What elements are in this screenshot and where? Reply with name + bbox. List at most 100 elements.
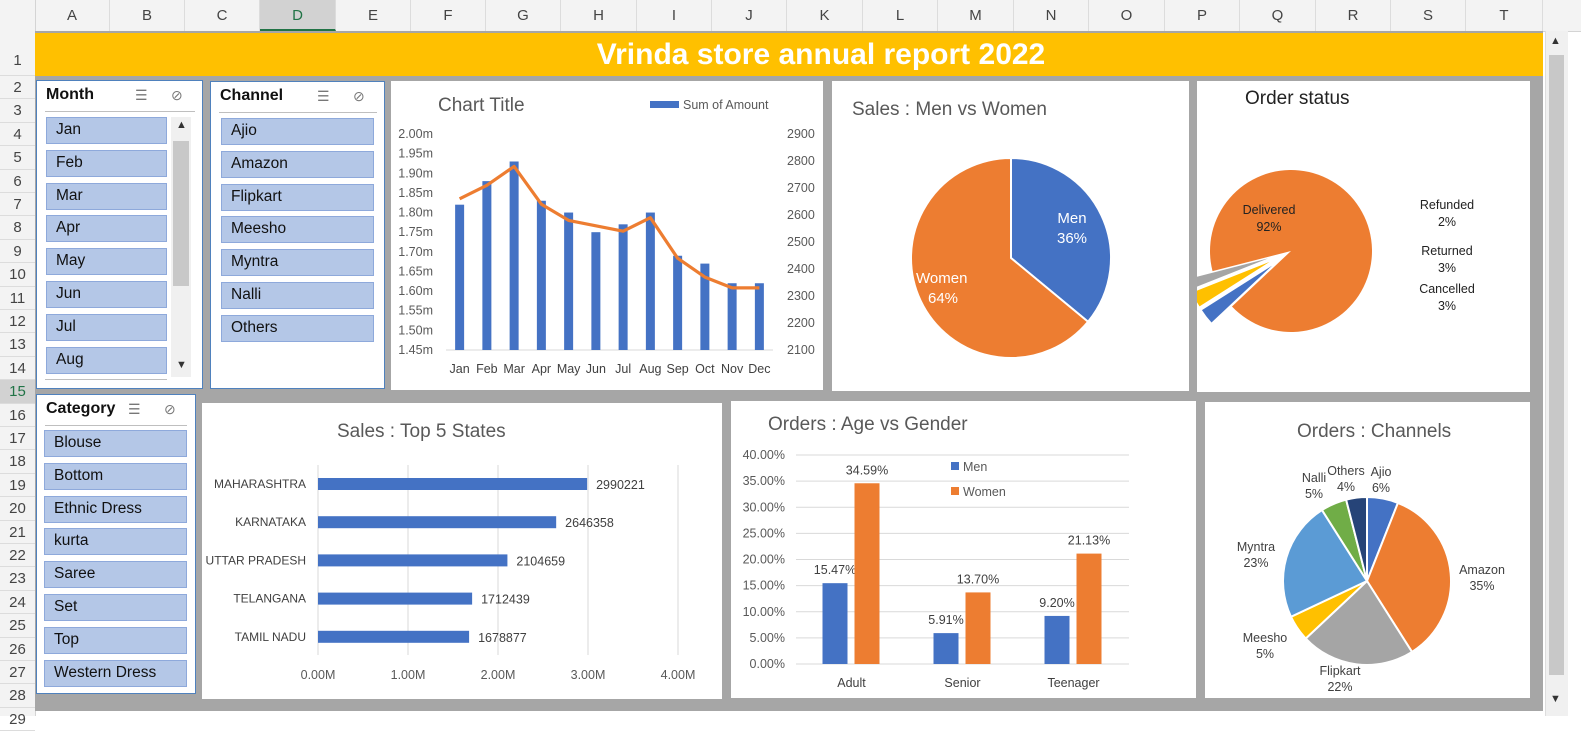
column-header-Q[interactable]: Q [1240, 0, 1316, 31]
clear-filter-icon[interactable]: ⊘ [164, 401, 176, 417]
month-slicer-item[interactable]: Jul [46, 313, 167, 341]
month-slicer-item[interactable]: Jan [46, 117, 167, 144]
row-header-22[interactable]: 22 [0, 544, 35, 568]
column-header-C[interactable]: C [185, 0, 260, 31]
category-slicer-item[interactable]: Set [44, 594, 187, 621]
row-header-26[interactable]: 26 [0, 638, 35, 661]
column-header-N[interactable]: N [1014, 0, 1089, 31]
column-header-T[interactable]: T [1466, 0, 1543, 31]
column-header-P[interactable]: P [1165, 0, 1240, 31]
column-header-H[interactable]: H [561, 0, 637, 31]
row-header-27[interactable]: 27 [0, 661, 35, 685]
row-header-19[interactable]: 19 [0, 474, 35, 498]
data-label: 13.70% [957, 572, 999, 586]
month-slicer-item[interactable]: Jun [46, 281, 167, 308]
row-header-29[interactable]: 29 [0, 708, 35, 731]
row-header-18[interactable]: 18 [0, 450, 35, 474]
channel-slicer-item[interactable]: Amazon [221, 150, 374, 178]
row-header-21[interactable]: 21 [0, 521, 35, 544]
column-header-J[interactable]: J [712, 0, 787, 31]
category-slicer-item[interactable]: kurta [44, 528, 187, 556]
category-slicer-item[interactable]: Ethnic Dress [44, 495, 187, 523]
category-slicer-item[interactable]: Top [44, 626, 187, 654]
category-slicer-item[interactable]: Blouse [44, 430, 187, 457]
month-slicer[interactable]: Month ☰ ⊘ Jan Feb Mar Apr May Jun Jul Aug ▲ ▼ [36, 80, 203, 389]
row-header-9[interactable]: 9 [0, 240, 35, 264]
row-header-7[interactable]: 7 [0, 193, 35, 217]
channel-slicer-item[interactable]: Myntra [221, 249, 374, 277]
row-header-25[interactable]: 25 [0, 614, 35, 638]
channels-chart[interactable]: Orders : Channels Ajio 6% Amazon 35% Flipkar… [1205, 402, 1530, 698]
chevron-down-icon[interactable]: ▼ [176, 359, 187, 371]
channel-slicer-item[interactable]: Nalli [221, 282, 374, 309]
category-slicer-item[interactable]: Bottom [44, 462, 187, 490]
row-header-1[interactable]: 1 [0, 31, 35, 76]
row-header-14[interactable]: 14 [0, 357, 35, 381]
data-label: 15.47% [814, 563, 856, 577]
column-header-L[interactable]: L [863, 0, 938, 31]
slicer-scroll-thumb[interactable] [173, 141, 189, 286]
category-slicer-item[interactable]: Western Dress [44, 659, 187, 687]
channel-slicer-item[interactable]: Meesho [221, 216, 374, 244]
row-header-10[interactable]: 10 [0, 263, 35, 287]
row-header-4[interactable]: 4 [0, 123, 35, 147]
row-header-8[interactable]: 8 [0, 216, 35, 240]
column-header-F[interactable]: F [411, 0, 486, 31]
channel-slicer-item[interactable]: Others [221, 314, 374, 342]
monthly-sales-chart[interactable]: Chart Title 2.00m 1.95m 1.90m 1.85m 1.80m 1.7… [391, 81, 823, 390]
row-header-11[interactable]: 11 [0, 287, 35, 310]
column-header-S[interactable]: S [1391, 0, 1466, 31]
row-header-20[interactable]: 20 [0, 497, 35, 521]
month-slicer-item[interactable]: May [46, 248, 167, 276]
column-header-B[interactable]: B [110, 0, 185, 31]
row-header-6[interactable]: 6 [0, 170, 35, 193]
column-header-G[interactable]: G [486, 0, 561, 31]
month-slicer-item[interactable]: Apr [46, 215, 167, 243]
row-header-17[interactable]: 17 [0, 427, 35, 451]
category-slicer[interactable]: Category ☰ ⊘ Blouse Bottom Ethnic Dress kur… [36, 394, 196, 694]
column-header-K[interactable]: K [787, 0, 863, 31]
top-states-chart[interactable]: Sales : Top 5 States 0.00M 1.00M 2.00M 3.00… [202, 403, 722, 699]
row-header-28[interactable]: 28 [0, 684, 35, 708]
row-header-3[interactable]: 3 [0, 99, 35, 123]
legend-swatch [951, 462, 959, 470]
row-header-5[interactable]: 5 [0, 146, 35, 170]
multi-select-icon[interactable]: ☰ [317, 88, 330, 104]
column-header-M[interactable]: M [938, 0, 1014, 31]
column-header-O[interactable]: O [1089, 0, 1165, 31]
row-header-2[interactable]: 2 [0, 76, 35, 100]
column-header-I[interactable]: I [637, 0, 712, 31]
row-header-12[interactable]: 12 [0, 310, 35, 334]
column-header-E[interactable]: E [336, 0, 411, 31]
row-header-16[interactable]: 16 [0, 404, 35, 427]
channel-slicer-item[interactable]: Flipkart [221, 183, 374, 211]
slicer-scrollbar[interactable]: ▲ ▼ [171, 117, 191, 377]
chevron-up-icon[interactable]: ▲ [176, 119, 187, 131]
column-header-A[interactable]: A [35, 0, 110, 31]
scroll-thumb[interactable] [1549, 55, 1564, 675]
channel-slicer-item[interactable]: Ajio [221, 118, 374, 145]
category-slicer-item[interactable]: Saree [44, 561, 187, 589]
row-header-24[interactable]: 24 [0, 591, 35, 615]
multi-select-icon[interactable]: ☰ [135, 87, 148, 103]
column-header-D[interactable]: D [260, 0, 336, 31]
scroll-up-icon[interactable]: ▲ [1550, 35, 1561, 47]
clear-filter-icon[interactable]: ⊘ [171, 87, 183, 103]
multi-select-icon[interactable]: ☰ [128, 401, 141, 417]
scroll-down-icon[interactable]: ▼ [1550, 693, 1561, 705]
x-tick-label: 2.00M [481, 668, 516, 682]
select-all-corner[interactable] [0, 0, 36, 31]
row-header-13[interactable]: 13 [0, 333, 35, 357]
vertical-scrollbar[interactable]: ▲ ▼ [1545, 31, 1568, 716]
month-slicer-item[interactable]: Aug [46, 346, 167, 374]
channel-slicer[interactable]: Channel ☰ ⊘ Ajio Amazon Flipkart Meesho Mynt… [210, 81, 385, 389]
clear-filter-icon[interactable]: ⊘ [353, 88, 365, 104]
age-gender-chart[interactable]: Orders : Age vs Gender 40.00% 35.00% 30.00… [731, 401, 1196, 698]
month-slicer-item[interactable]: Mar [46, 182, 167, 210]
men-women-chart[interactable]: Sales : Men vs Women Men 36% Women 64% [832, 81, 1189, 391]
order-status-chart[interactable]: Order status Delivered 92% Refunded 2% Retur… [1197, 81, 1530, 392]
column-header-R[interactable]: R [1316, 0, 1391, 31]
month-slicer-item[interactable]: Feb [46, 149, 167, 177]
row-header-15[interactable]: 15 [0, 380, 35, 404]
row-header-23[interactable]: 23 [0, 567, 35, 591]
